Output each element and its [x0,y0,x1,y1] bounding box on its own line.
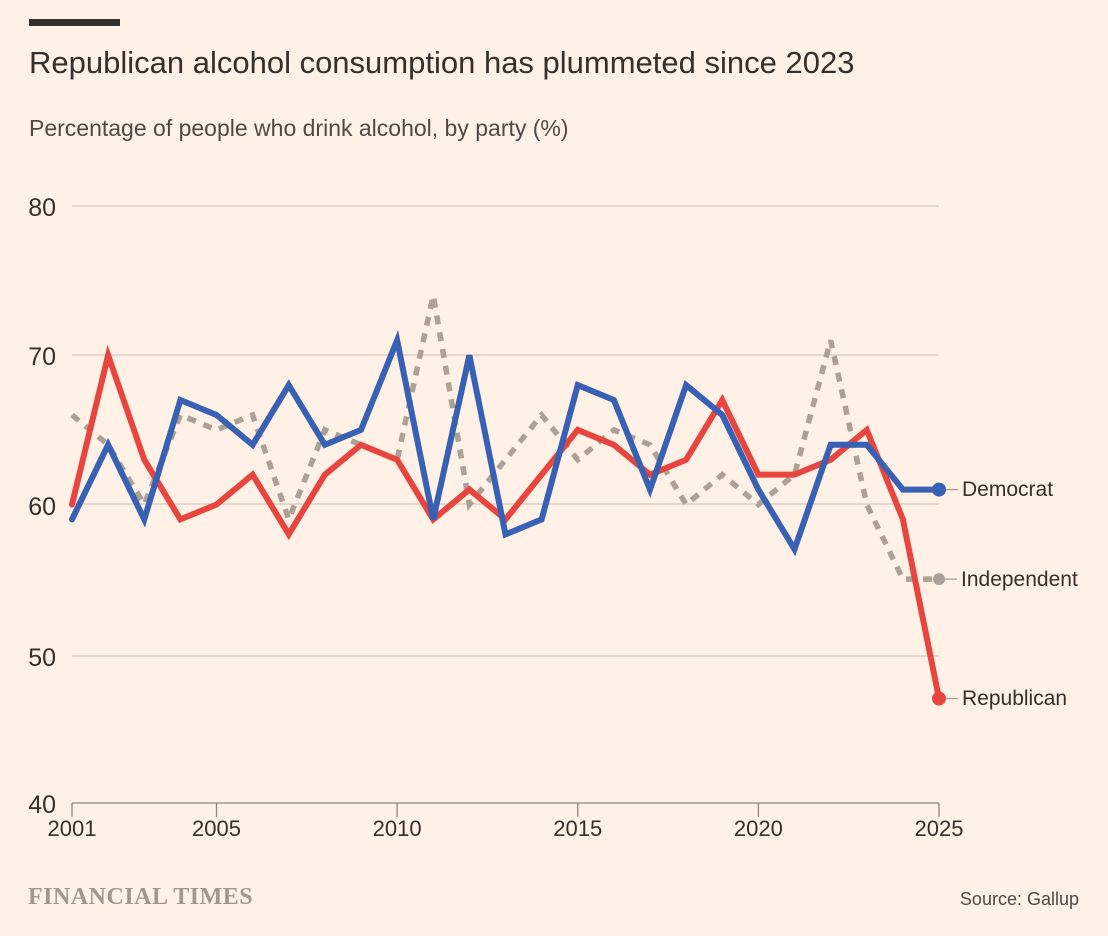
svg-text:2001: 2001 [48,816,97,841]
svg-text:80: 80 [28,194,56,222]
svg-text:Independent: Independent [961,568,1078,591]
svg-text:2020: 2020 [734,816,783,841]
svg-text:50: 50 [28,644,56,672]
svg-text:70: 70 [28,343,56,371]
svg-text:Republican: Republican [962,687,1067,710]
svg-text:2015: 2015 [553,816,602,841]
svg-text:2010: 2010 [373,816,422,841]
svg-text:2025: 2025 [915,816,964,841]
svg-text:Democrat: Democrat [962,478,1053,501]
svg-text:60: 60 [28,493,56,521]
svg-text:2005: 2005 [192,816,241,841]
svg-text:40: 40 [28,791,56,819]
